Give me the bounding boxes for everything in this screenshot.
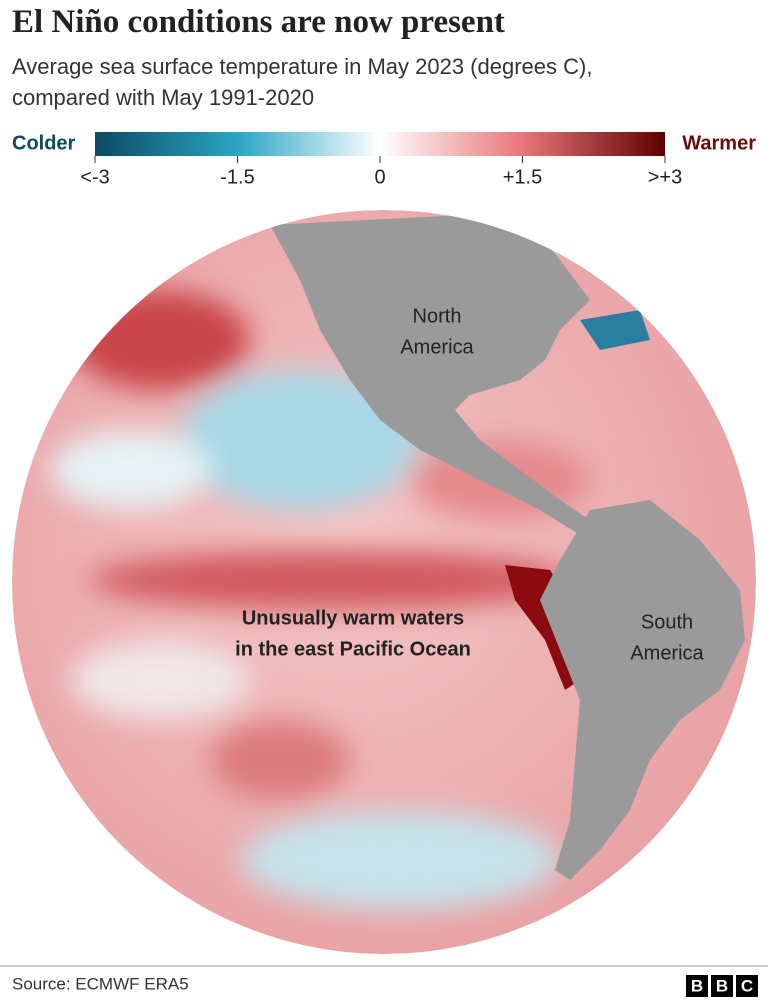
tick-label: +1.5 [503,166,542,188]
legend-low: Colder [12,132,76,154]
color-scale [95,132,665,156]
source: Source: ECMWF ERA5 [12,974,189,993]
tick-label: >+3 [648,166,682,188]
logo-letter: C [741,976,753,995]
logo-box [686,975,708,997]
map-label: America [630,642,704,664]
tick-label: <-3 [80,166,109,188]
tick-label: -1.5 [220,166,254,188]
subtitle: Average sea surface temperature in May 2… [12,54,593,79]
annotation: in the east Pacific Ocean [235,638,471,660]
logo-box [736,975,758,997]
subtitle: compared with May 1991-2020 [12,85,315,110]
logo-letter: B [716,976,728,995]
map-label: America [400,336,474,358]
logo-box [711,975,733,997]
title: El Niño conditions are now present [12,4,505,40]
logo-letter: B [691,976,703,995]
globe [12,210,756,954]
tick-label: 0 [374,166,385,188]
map-label: North [413,305,462,327]
legend-high: Warmer [682,132,756,154]
map-label: South [641,611,693,633]
annotation: Unusually warm waters [242,607,464,629]
